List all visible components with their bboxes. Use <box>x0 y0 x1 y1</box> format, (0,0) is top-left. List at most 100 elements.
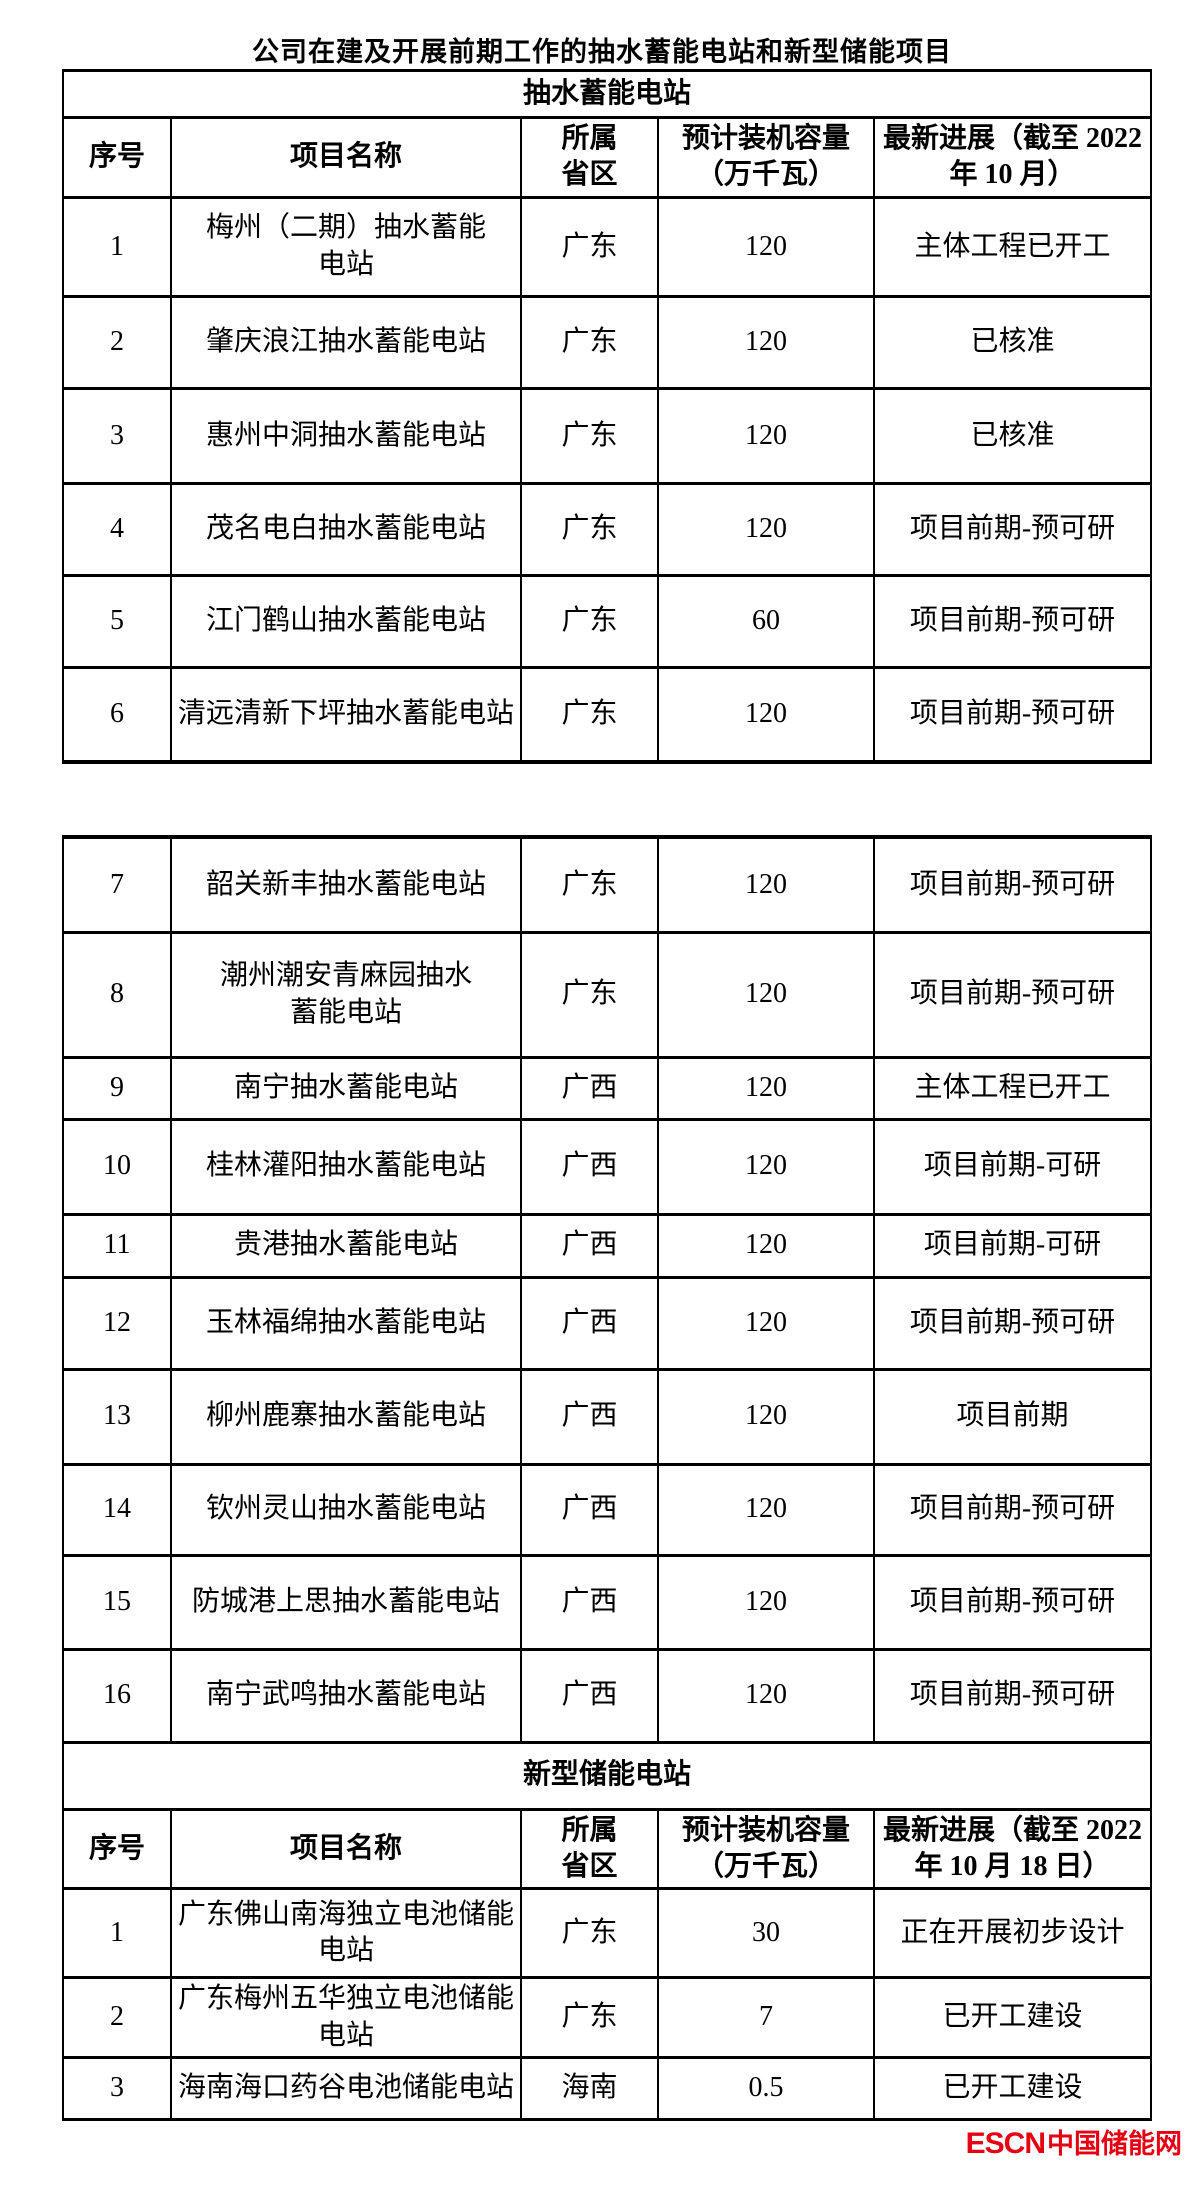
progress-cell: 项目前期-预可研 <box>873 835 1152 934</box>
province-cell: 广西 <box>520 1367 659 1466</box>
province-cell: 广西 <box>520 1647 659 1744</box>
progress-cell: 已核准 <box>872 294 1153 390</box>
progress-cell: 项目前期-预可研 <box>873 1553 1152 1651</box>
project-name-cell: 广东佛山南海独立电池储能 电站 <box>170 1887 522 1980</box>
province-cell: 广西 <box>520 1275 659 1371</box>
progress-cell: 项目前期-预可研 <box>873 1275 1152 1371</box>
row-number-cell: 2 <box>62 1976 172 2060</box>
escn-logo: ESCN 中国储能网 <box>966 2122 1182 2161</box>
table-row: 14 钦州灵山抽水蓄能电站 广西 120 项目前期-预可研 <box>62 1462 1152 1557</box>
table-row: 3 海南海口药谷电池储能电站 海南 0.5 已开工建设 <box>62 2056 1152 2122</box>
capacity-cell: 120 <box>657 1647 875 1744</box>
project-name-cell: 肇庆浪江抽水蓄能电站 <box>170 294 522 390</box>
capacity-cell: 120 <box>657 665 875 765</box>
row-number-cell: 8 <box>62 930 172 1059</box>
row-number-cell: 2 <box>62 294 172 390</box>
capacity-cell: 60 <box>657 573 875 669</box>
province-cell: 广西 <box>520 1553 659 1651</box>
table-row: 2 肇庆浪江抽水蓄能电站 广东 120 已核准 <box>62 294 1153 390</box>
progress-cell: 项目前期-可研 <box>873 1212 1152 1279</box>
table-row: 16 南宁武鸣抽水蓄能电站 广西 120 项目前期-预可研 <box>62 1647 1152 1744</box>
progress-cell: 项目前期-预可研 <box>873 1462 1152 1557</box>
table-row: 8 潮州潮安青麻园抽水 蓄能电站 广东 120 项目前期-预可研 <box>62 930 1152 1059</box>
province-cell: 广东 <box>520 835 659 934</box>
table-row: 12 玉林福绵抽水蓄能电站 广西 120 项目前期-预可研 <box>62 1275 1152 1371</box>
province-cell: 广东 <box>520 665 659 765</box>
progress-cell: 项目前期-预可研 <box>872 481 1153 577</box>
row-number-cell: 12 <box>62 1275 172 1371</box>
project-name-cell: 梅州（二期）抽水蓄能 电站 <box>170 195 522 298</box>
capacity-cell: 120 <box>657 1117 875 1216</box>
column-header-row-storage: 序号 项目名称 所属 省区 预计装机容量 （万千瓦） 最新进展（截至 2022 … <box>62 1807 1152 1891</box>
province-cell: 广东 <box>520 930 659 1059</box>
project-name-cell: 惠州中洞抽水蓄能电站 <box>170 386 522 485</box>
capacity-cell: 30 <box>657 1887 875 1980</box>
row-number-cell: 1 <box>62 195 172 298</box>
capacity-cell: 120 <box>657 195 875 298</box>
project-name-cell: 桂林灌阳抽水蓄能电站 <box>170 1117 522 1216</box>
table-row: 5 江门鹤山抽水蓄能电站 广东 60 项目前期-预可研 <box>62 573 1153 669</box>
project-name-cell: 柳州鹿寨抽水蓄能电站 <box>170 1367 522 1466</box>
project-name-cell: 玉林福绵抽水蓄能电站 <box>170 1275 522 1371</box>
table-row: 10 桂林灌阳抽水蓄能电站 广西 120 项目前期-可研 <box>62 1117 1152 1216</box>
project-name-cell: 茂名电白抽水蓄能电站 <box>170 481 522 577</box>
project-name-cell: 钦州灵山抽水蓄能电站 <box>170 1462 522 1557</box>
capacity-cell: 120 <box>657 481 875 577</box>
column-header-capacity: 预计装机容量 （万千瓦） <box>657 116 875 199</box>
province-cell: 广东 <box>520 294 659 390</box>
row-number-cell: 3 <box>62 386 172 485</box>
column-header-progress: 最新进展（截至 2022 年 10 月） <box>872 116 1153 199</box>
progress-cell: 已核准 <box>872 386 1153 485</box>
table-row: 13 柳州鹿寨抽水蓄能电站 广西 120 项目前期 <box>62 1367 1152 1466</box>
column-header-province: 所属 省区 <box>520 1807 659 1891</box>
progress-cell: 项目前期-预可研 <box>872 665 1153 765</box>
progress-cell: 已开工建设 <box>873 2056 1152 2122</box>
row-number-cell: 16 <box>62 1647 172 1744</box>
capacity-cell: 120 <box>657 294 875 390</box>
capacity-cell: 120 <box>657 1212 875 1279</box>
column-header-province: 所属 省区 <box>520 116 659 199</box>
progress-cell: 项目前期 <box>873 1367 1152 1466</box>
project-name-cell: 广东梅州五华独立电池储能 电站 <box>170 1976 522 2060</box>
project-name-cell: 海南海口药谷电池储能电站 <box>170 2056 522 2122</box>
province-cell: 广东 <box>520 195 659 298</box>
section-title-storage: 新型储能电站 <box>62 1740 1152 1811</box>
column-header-no: 序号 <box>62 1807 172 1891</box>
project-name-cell: 江门鹤山抽水蓄能电站 <box>170 573 522 669</box>
table-row: 9 南宁抽水蓄能电站 广西 120 主体工程已开工 <box>62 1055 1152 1121</box>
table-row: 2 广东梅州五华独立电池储能 电站 广东 7 已开工建设 <box>62 1976 1152 2060</box>
table-row: 3 惠州中洞抽水蓄能电站 广东 120 已核准 <box>62 386 1153 485</box>
progress-cell: 项目前期-预可研 <box>872 573 1153 669</box>
row-number-cell: 5 <box>62 573 172 669</box>
capacity-cell: 120 <box>657 835 875 934</box>
capacity-cell: 0.5 <box>657 2056 875 2122</box>
table-row: 6 清远清新下坪抽水蓄能电站 广东 120 项目前期-预可研 <box>62 665 1153 765</box>
column-header-project-name: 项目名称 <box>170 116 522 199</box>
row-number-cell: 13 <box>62 1367 172 1466</box>
section-header-row-storage: 新型储能电站 <box>62 1740 1152 1811</box>
column-header-progress: 最新进展（截至 2022 年 10 月 18 日） <box>873 1807 1152 1891</box>
escn-logo-chinese: 中国储能网 <box>1047 2129 1182 2159</box>
row-number-cell: 15 <box>62 1553 172 1651</box>
province-cell: 海南 <box>520 2056 659 2122</box>
escn-logo-latin: ESCN <box>965 2127 1046 2160</box>
project-name-cell: 贵港抽水蓄能电站 <box>170 1212 522 1279</box>
project-name-cell: 清远清新下坪抽水蓄能电站 <box>170 665 522 765</box>
capacity-cell: 120 <box>657 1553 875 1651</box>
row-number-cell: 14 <box>62 1462 172 1557</box>
capacity-cell: 7 <box>657 1976 875 2060</box>
column-header-row-pumped: 序号 项目名称 所属 省区 预计装机容量 （万千瓦） 最新进展（截至 2022 … <box>62 116 1153 199</box>
row-number-cell: 1 <box>62 1887 172 1980</box>
progress-cell: 主体工程已开工 <box>873 1055 1152 1121</box>
progress-cell: 正在开展初步设计 <box>873 1887 1152 1980</box>
province-cell: 广东 <box>520 1887 659 1980</box>
project-name-cell: 潮州潮安青麻园抽水 蓄能电站 <box>170 930 522 1059</box>
row-number-cell: 4 <box>62 481 172 577</box>
province-cell: 广西 <box>520 1117 659 1216</box>
row-number-cell: 7 <box>62 835 172 934</box>
table-row: 11 贵港抽水蓄能电站 广西 120 项目前期-可研 <box>62 1212 1152 1279</box>
row-number-cell: 6 <box>62 665 172 765</box>
project-name-cell: 南宁武鸣抽水蓄能电站 <box>170 1647 522 1744</box>
province-cell: 广东 <box>520 1976 659 2060</box>
province-cell: 广西 <box>520 1212 659 1279</box>
